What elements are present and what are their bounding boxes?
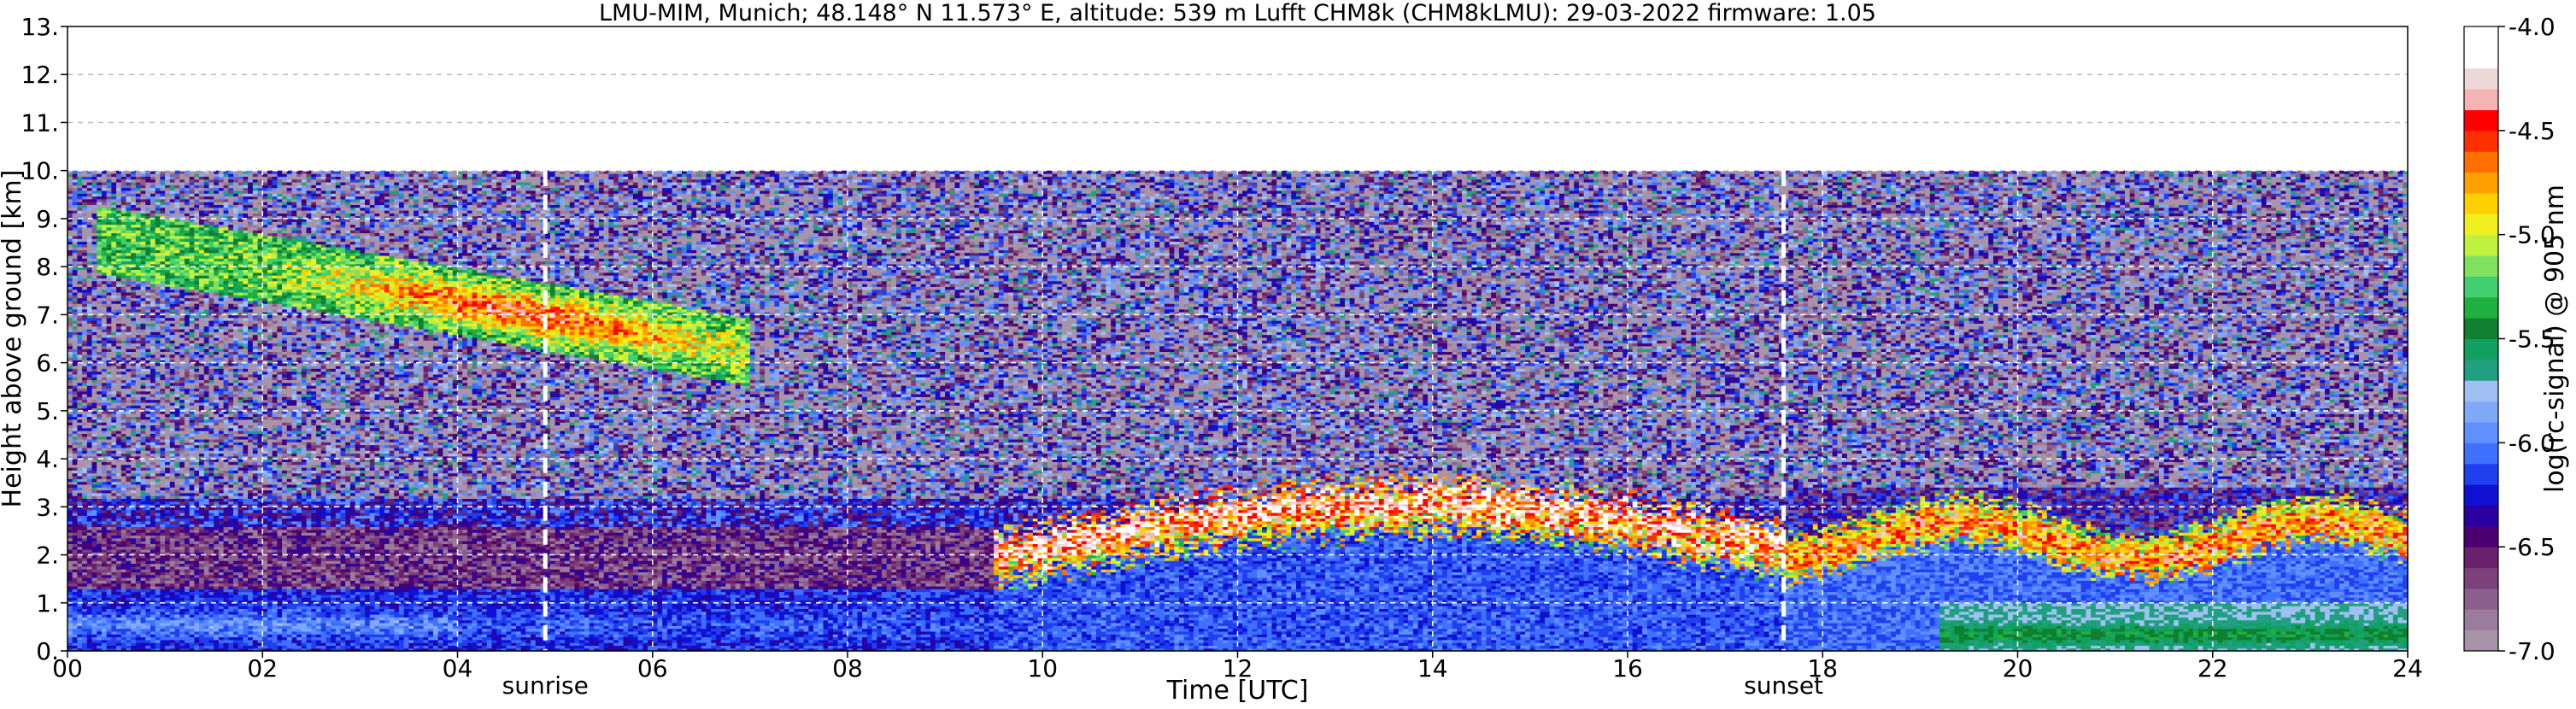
colorbar-swatch: [2464, 464, 2498, 485]
colorbar-swatch: [2464, 401, 2498, 423]
colorbar-swatch: [2464, 235, 2498, 256]
x-tick-label: 04: [443, 654, 473, 683]
y-tick-label: 6.: [36, 349, 59, 378]
colorbar-swatch: [2464, 131, 2498, 152]
chart-title: LMU-MIM, Munich; 48.148° N 11.573° E, al…: [599, 0, 1876, 26]
x-tick-label: 06: [637, 654, 668, 683]
colorbar-swatch: [2464, 214, 2498, 235]
colorbar-swatch: [2464, 68, 2498, 90]
x-tick-label: 18: [1807, 654, 1838, 683]
colorbar-swatch: [2464, 505, 2498, 526]
y-tick-label: 5.: [36, 397, 59, 425]
x-tick-label: 22: [2198, 654, 2228, 683]
colorbar-tick-label: -6.5: [2509, 533, 2555, 561]
y-tick-label: 7.: [36, 301, 59, 329]
x-tick-label: 10: [1027, 654, 1058, 683]
colorbar-swatch: [2464, 568, 2498, 589]
y-tick-label: 0.: [36, 637, 59, 665]
colorbar-swatch: [2464, 89, 2498, 110]
colorbar-swatch: [2464, 547, 2498, 568]
event-label-sunrise: sunrise: [502, 671, 589, 700]
colorbar-swatch: [2464, 173, 2498, 194]
colorbar-swatch: [2464, 297, 2498, 319]
y-tick-label: 4.: [36, 445, 59, 473]
y-tick-label: 11.: [21, 108, 59, 137]
y-tick-label: 12.: [21, 61, 59, 89]
x-tick-label: 20: [2003, 654, 2033, 683]
x-tick-label: 02: [247, 654, 278, 683]
colorbar-swatch: [2464, 609, 2498, 630]
colorbar-tick-label: -4.5: [2509, 117, 2555, 145]
colorbar-swatch: [2464, 442, 2498, 464]
y-tick-label: 13.: [21, 13, 59, 41]
y-tick-label: 8.: [36, 253, 59, 281]
colorbar-swatch: [2464, 630, 2498, 652]
colorbar-label: log(rc-signal) @ 905 nm: [2540, 185, 2570, 493]
colorbar-swatch: [2464, 255, 2498, 277]
colorbar: -7.0-6.5-6.0-5.5-5.0-4.5-4.0log(rc-signa…: [2464, 13, 2570, 665]
colorbar-tick-label: -4.0: [2509, 13, 2555, 41]
colorbar-swatch: [2464, 380, 2498, 401]
y-axis-label: Height above ground [km]: [0, 170, 27, 508]
colorbar-swatch: [2464, 484, 2498, 506]
colorbar-swatch: [2464, 276, 2498, 297]
x-tick-label: 14: [1417, 654, 1448, 683]
colorbar-swatch: [2464, 193, 2498, 214]
y-tick-label: 1.: [36, 589, 59, 618]
x-axis-label: Time [UTC]: [1166, 676, 1309, 706]
colorbar-swatch: [2464, 339, 2498, 360]
colorbar-swatch: [2464, 360, 2498, 381]
x-tick-label: 24: [2392, 654, 2423, 683]
colorbar-swatch: [2464, 47, 2498, 68]
y-tick-label: 3.: [36, 493, 59, 521]
y-tick-label: 2.: [36, 542, 59, 570]
colorbar-tick-label: -7.0: [2509, 637, 2555, 665]
colorbar-swatch: [2464, 318, 2498, 339]
x-tick-label: 08: [832, 654, 863, 683]
colorbar-swatch: [2464, 26, 2498, 48]
x-tick-label: 16: [1612, 654, 1643, 683]
colorbar-swatch: [2464, 589, 2498, 610]
colorbar-swatch: [2464, 151, 2498, 173]
colorbar-swatch: [2464, 109, 2498, 131]
colorbar-swatch: [2464, 422, 2498, 443]
colorbar-swatch: [2464, 526, 2498, 548]
y-tick-label: 9.: [36, 205, 59, 233]
